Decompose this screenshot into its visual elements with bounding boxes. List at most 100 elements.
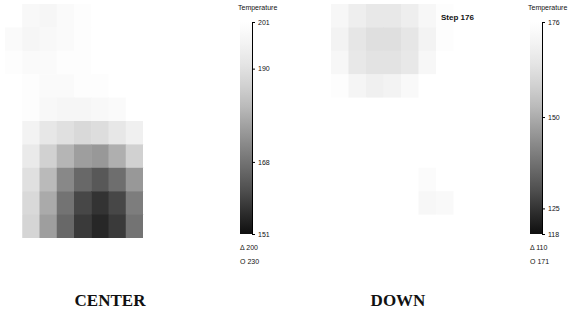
heatmap-cell <box>384 215 402 238</box>
heatmap-cell <box>436 74 454 98</box>
colorbar-title: Temperature <box>528 4 567 12</box>
heatmap-cell <box>296 27 314 51</box>
heatmap-cell <box>296 4 314 28</box>
heatmap-cell <box>436 27 454 51</box>
heatmap-cell <box>296 168 314 192</box>
heatmap-cell <box>143 168 161 192</box>
heatmap-cell <box>57 4 75 28</box>
colorbar-tick-mark <box>542 234 545 235</box>
heatmap-cell <box>366 4 384 28</box>
heatmap-cell <box>296 215 314 238</box>
heatmap-cell <box>401 191 419 215</box>
figure: 201190168151TemperatureΔ 200O 230CENTER1… <box>0 0 584 323</box>
heatmap-cell <box>454 168 472 192</box>
heatmap-cell <box>74 144 92 168</box>
heatmap-cell <box>126 144 144 168</box>
colorbar-tick-label: 176 <box>548 19 560 26</box>
heatmap-cell <box>22 121 40 145</box>
colorbar-axis-line <box>253 23 256 235</box>
heatmap-cell <box>143 51 161 75</box>
heatmap-cell <box>489 191 507 215</box>
heatmap-cell <box>109 168 127 192</box>
heatmap-cell <box>331 4 349 28</box>
heatmap-cell <box>22 27 40 51</box>
heatmap-cell <box>471 51 489 75</box>
heatmap-cell <box>5 51 23 75</box>
colorbar-tick: 150 <box>542 114 560 121</box>
heatmap-cell <box>22 168 40 192</box>
heatmap-cell <box>74 191 92 215</box>
colorbar-tick: 151 <box>252 231 270 238</box>
heatmap-cell <box>109 27 127 51</box>
heatmap-cell <box>401 51 419 75</box>
heatmap-cell <box>109 51 127 75</box>
colorbar-tick-mark <box>542 22 545 23</box>
heatmap-cell <box>296 98 314 122</box>
heatmap-cell <box>419 51 437 75</box>
heatmap-cell <box>471 168 489 192</box>
colorbar-tick-label: 190 <box>258 65 270 72</box>
heatmap-cell <box>454 121 472 145</box>
heatmap-cell <box>5 121 23 145</box>
heatmap-cell <box>384 27 402 51</box>
heatmap-cell <box>40 168 58 192</box>
heatmap-cell <box>401 4 419 28</box>
colorbar-tick-mark <box>542 117 545 118</box>
heatmap-cell <box>454 27 472 51</box>
heatmap-cell <box>489 144 507 168</box>
heatmap-cell <box>314 98 332 122</box>
heatmap-cell <box>178 98 196 122</box>
heatmap-cell <box>5 4 23 28</box>
colorbar-tick-mark <box>252 234 255 235</box>
heatmap-cell <box>349 74 367 98</box>
heatmap-cell <box>126 74 144 98</box>
heatmap-cell <box>401 98 419 122</box>
colorbar-tick: 201 <box>252 19 270 26</box>
panel-title: DOWN <box>371 291 427 310</box>
heatmap-cell <box>178 144 196 168</box>
heatmap-cell <box>454 74 472 98</box>
colorbar <box>240 22 252 234</box>
heatmap-cell <box>489 98 507 122</box>
heatmap-cell <box>314 4 332 28</box>
heatmap-cell <box>195 27 212 51</box>
heatmap-cell <box>331 121 349 145</box>
heatmap-cell <box>91 27 109 51</box>
heatmap-cell <box>126 27 144 51</box>
heatmap-cell <box>91 144 109 168</box>
heatmap-cell <box>178 121 196 145</box>
heatmap-cell <box>74 4 92 28</box>
heatmap-cell <box>40 4 58 28</box>
heatmap-cell <box>419 191 437 215</box>
heatmap-cell <box>331 168 349 192</box>
heatmap-cell <box>366 121 384 145</box>
heatmap-cell <box>454 215 472 238</box>
heatmap-cell <box>471 121 489 145</box>
heatmap-cell <box>22 215 40 238</box>
heatmap-cell <box>22 98 40 122</box>
heatmap-cell <box>384 4 402 28</box>
colorbar-tick-label: 201 <box>258 19 270 26</box>
heatmap-cell <box>489 4 507 28</box>
heatmap-cell <box>419 98 437 122</box>
heatmap-cell <box>349 121 367 145</box>
heatmap-cell <box>366 191 384 215</box>
heatmap-cell <box>143 4 161 28</box>
colorbar-tick: 176 <box>542 19 560 26</box>
heatmap-cell <box>22 144 40 168</box>
heatmap-cell <box>195 121 212 145</box>
heatmap-cell <box>57 144 75 168</box>
heatmap-cell <box>5 215 23 238</box>
heatmap-cell <box>331 27 349 51</box>
annotation: O 171 <box>530 258 549 265</box>
annotation: Δ 200 <box>240 244 258 251</box>
panel-title: CENTER <box>75 291 147 310</box>
heatmap-cell <box>419 215 437 238</box>
heatmap-cell <box>160 168 178 192</box>
heatmap-cell <box>195 74 212 98</box>
heatmap-cell <box>489 121 507 145</box>
heatmap-cell <box>331 98 349 122</box>
heatmap-cell <box>471 27 489 51</box>
heatmap-cell <box>91 4 109 28</box>
heatmap-cell <box>74 168 92 192</box>
